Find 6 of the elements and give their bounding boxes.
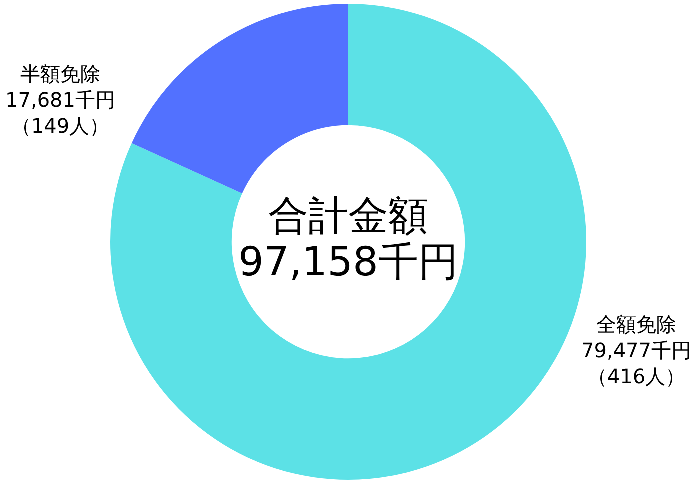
- text: 97,158千円: [238, 239, 458, 286]
- slice-label: 半額免除: [20, 62, 100, 86]
- text: 合計金額: [268, 193, 428, 240]
- slice-label: 全額免除: [596, 312, 676, 336]
- data-label: 79,477千円（416人）: [582, 338, 692, 388]
- data-label: 17,681千円（149人）: [6, 88, 116, 138]
